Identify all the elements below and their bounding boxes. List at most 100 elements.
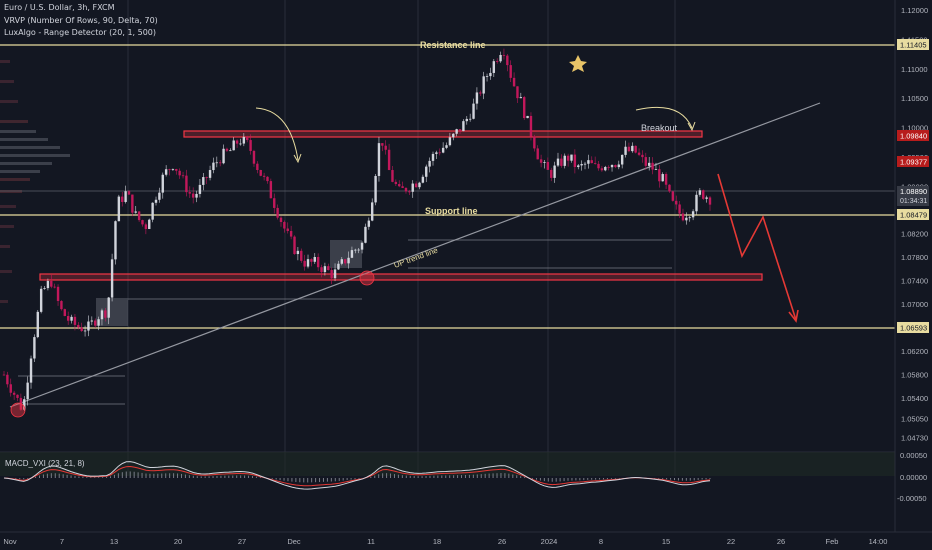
candle-body bbox=[391, 170, 394, 182]
candle-body bbox=[610, 164, 614, 168]
candle-body bbox=[97, 319, 100, 326]
candle-body bbox=[340, 259, 343, 264]
candle-body bbox=[445, 145, 448, 148]
candle-body bbox=[218, 162, 222, 164]
candle-body bbox=[164, 169, 168, 175]
candle-body bbox=[502, 54, 506, 56]
candle-body bbox=[262, 175, 266, 177]
candle-body bbox=[465, 118, 468, 122]
candle-body bbox=[377, 143, 381, 176]
uptrend-line bbox=[9, 102, 821, 408]
time-tick-label: 2024 bbox=[541, 537, 558, 546]
candle-body bbox=[458, 129, 462, 132]
candle-body bbox=[2, 374, 6, 376]
candle-body bbox=[384, 145, 387, 150]
candle-body bbox=[94, 320, 97, 326]
candle-body bbox=[266, 176, 269, 182]
candle-body bbox=[327, 266, 330, 270]
macd-signal-line bbox=[3, 465, 711, 487]
candle-body bbox=[188, 192, 191, 194]
candle-body bbox=[414, 183, 418, 188]
tag-zone-bottom bbox=[897, 156, 929, 167]
breakout-label: Breakout bbox=[641, 123, 678, 133]
candle-body bbox=[212, 162, 215, 171]
candle-body bbox=[695, 194, 698, 212]
candle-body bbox=[404, 187, 408, 192]
tag-support-text: 1.08479 bbox=[900, 211, 927, 220]
candle-body bbox=[354, 249, 357, 251]
time-tick-label: 18 bbox=[433, 537, 441, 546]
candle-body bbox=[347, 257, 350, 264]
candle-body bbox=[12, 392, 16, 395]
vrvp-legend[interactable]: VRVP (Number Of Rows, 90, Delta, 70) bbox=[4, 16, 158, 25]
candle-body bbox=[137, 211, 141, 221]
candle-body bbox=[202, 177, 205, 185]
candle-body bbox=[452, 133, 455, 138]
macd-tick: 0.00000 bbox=[900, 473, 927, 482]
candle-body bbox=[178, 170, 181, 176]
time-tick-label: 22 bbox=[727, 537, 735, 546]
candle-body bbox=[235, 140, 239, 144]
candle-body bbox=[73, 316, 77, 325]
candle-body bbox=[691, 211, 695, 218]
candle-body bbox=[360, 242, 364, 250]
candle-body bbox=[357, 249, 360, 251]
macd-tick: -0.00050 bbox=[897, 494, 927, 503]
time-tick-label: 15 bbox=[662, 537, 670, 546]
tag-countdown-text: 01:34:31 bbox=[900, 198, 927, 205]
candle-body bbox=[509, 65, 512, 78]
macd-legend: MACD_VXI (23, 21, 8) bbox=[5, 459, 85, 468]
candle-body bbox=[286, 228, 289, 232]
price-tick-label: 1.11000 bbox=[901, 65, 928, 74]
candle-body bbox=[708, 197, 712, 205]
symbol-legend[interactable]: Euro / U.S. Dollar, 3h, FXCM bbox=[4, 3, 115, 12]
candle-body bbox=[482, 76, 485, 94]
price-tick-label: 1.12000 bbox=[901, 6, 928, 15]
projection-path bbox=[717, 173, 797, 321]
macd-upper-band bbox=[0, 452, 895, 476]
price-tick-label: 1.07400 bbox=[901, 277, 928, 286]
candle-body bbox=[242, 136, 246, 144]
candle-body bbox=[53, 286, 56, 288]
volume-profile bbox=[0, 60, 70, 303]
candle-body bbox=[110, 259, 114, 298]
candle-body bbox=[566, 155, 570, 161]
candle-body bbox=[411, 183, 414, 192]
candle-body bbox=[661, 174, 664, 182]
candle-body bbox=[191, 193, 195, 198]
range-boxes bbox=[18, 239, 672, 405]
range-detector-legend[interactable]: LuxAlgo - Range Detector (20, 1, 500) bbox=[4, 28, 157, 37]
candle-body bbox=[185, 175, 188, 193]
candle-body bbox=[543, 162, 546, 163]
candle-body bbox=[144, 224, 148, 229]
candle-body bbox=[641, 154, 644, 158]
candle-body bbox=[239, 143, 242, 145]
time-tick-label: 26 bbox=[498, 537, 506, 546]
candle-body bbox=[678, 204, 681, 214]
candle-body bbox=[455, 129, 458, 134]
candle-body bbox=[6, 374, 9, 385]
candle-body bbox=[658, 169, 661, 182]
candle-body bbox=[195, 193, 198, 198]
candle-body bbox=[495, 61, 499, 62]
candle-body bbox=[87, 321, 90, 331]
candle-body bbox=[556, 158, 560, 166]
candle-body bbox=[489, 72, 492, 77]
candle-body bbox=[171, 168, 175, 170]
candle-body bbox=[293, 236, 296, 255]
candle-body bbox=[698, 190, 702, 195]
candle-body bbox=[512, 77, 516, 87]
candle-body bbox=[232, 140, 235, 151]
candle-body bbox=[367, 220, 371, 227]
candle-body bbox=[23, 399, 26, 410]
time-tick-label: 7 bbox=[60, 537, 64, 546]
time-axis: Nov 7 13 20 27 Dec 11 18 26 2024 8 15 22 26 Feb 14:00 bbox=[3, 537, 887, 546]
candle-body bbox=[124, 191, 127, 202]
candle-body bbox=[675, 200, 678, 205]
candle-body bbox=[600, 168, 604, 171]
candle-body bbox=[343, 259, 347, 264]
candle-body bbox=[300, 250, 303, 261]
candle-body bbox=[205, 177, 208, 178]
price-tick-label: 1.08200 bbox=[901, 229, 928, 238]
